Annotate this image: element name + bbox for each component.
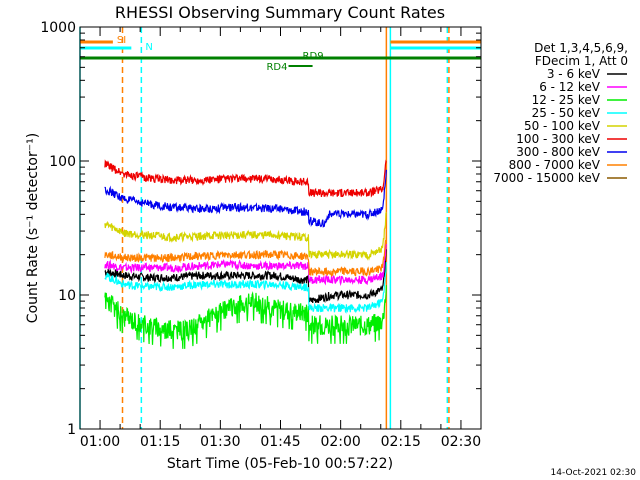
flag-label: RD4 bbox=[266, 62, 287, 73]
x-tick-label: 02:30 bbox=[441, 434, 481, 450]
footer-timestamp: 14-Oct-2021 02:30 bbox=[551, 468, 637, 478]
flag-label: SI bbox=[117, 35, 126, 46]
series-line bbox=[104, 236, 387, 278]
chart-title: RHESSI Observing Summary Count Rates bbox=[115, 3, 445, 22]
series-line bbox=[104, 211, 387, 261]
legend-entry-label: 50 - 100 keV bbox=[524, 119, 601, 133]
data-layer: SI N RD9 RD4 bbox=[79, 27, 481, 429]
legend: Det 1,3,4,5,6,9,FDecim 1, Att 03 - 6 keV… bbox=[493, 41, 628, 185]
y-tick-label: 1000 bbox=[40, 20, 76, 36]
series-line bbox=[104, 249, 387, 304]
axes-layer: 1 10 100 1000 01:00 01:15 01:30 01:45 02:00 02:15… bbox=[40, 20, 482, 450]
x-tick-label: 01:30 bbox=[200, 434, 240, 450]
legend-entry-label: 7000 - 15000 keV bbox=[493, 171, 600, 185]
x-tick-label: 02:00 bbox=[320, 434, 360, 450]
legend-entry-label: 800 - 7000 keV bbox=[509, 158, 601, 172]
series-line bbox=[104, 169, 387, 228]
x-tick-label: 01:15 bbox=[140, 434, 180, 450]
series-line bbox=[104, 159, 387, 198]
x-tick-label: 01:45 bbox=[260, 434, 300, 450]
legend-header: Det 1,3,4,5,6,9, bbox=[534, 41, 628, 55]
series-line bbox=[104, 285, 387, 349]
series-line bbox=[104, 244, 387, 287]
legend-entry-label: 25 - 50 keV bbox=[532, 106, 601, 120]
legend-entry-label: 6 - 12 keV bbox=[539, 80, 601, 94]
x-tick-label: 02:15 bbox=[381, 434, 421, 450]
y-axis-label: Count Rate (s⁻¹ detector⁻¹) bbox=[25, 133, 41, 323]
legend-entry-label: 12 - 25 keV bbox=[532, 93, 601, 107]
x-axis-label: Start Time (05-Feb-10 00:57:22) bbox=[167, 456, 393, 472]
flag-label: RD9 bbox=[303, 51, 324, 62]
plot-frame bbox=[79, 26, 482, 430]
legend-entry-label: 300 - 800 keV bbox=[516, 145, 600, 159]
legend-header: FDecim 1, Att 0 bbox=[535, 54, 628, 68]
legend-entry-label: 100 - 300 keV bbox=[516, 132, 600, 146]
y-tick-label: 1 bbox=[67, 422, 76, 438]
x-tick-label: 01:00 bbox=[80, 434, 120, 450]
flag-label: N bbox=[145, 42, 152, 53]
legend-entry-label: 3 - 6 keV bbox=[547, 67, 601, 81]
y-tick-label: 10 bbox=[58, 288, 76, 304]
y-tick-label: 100 bbox=[49, 154, 76, 170]
series-line bbox=[104, 262, 387, 314]
